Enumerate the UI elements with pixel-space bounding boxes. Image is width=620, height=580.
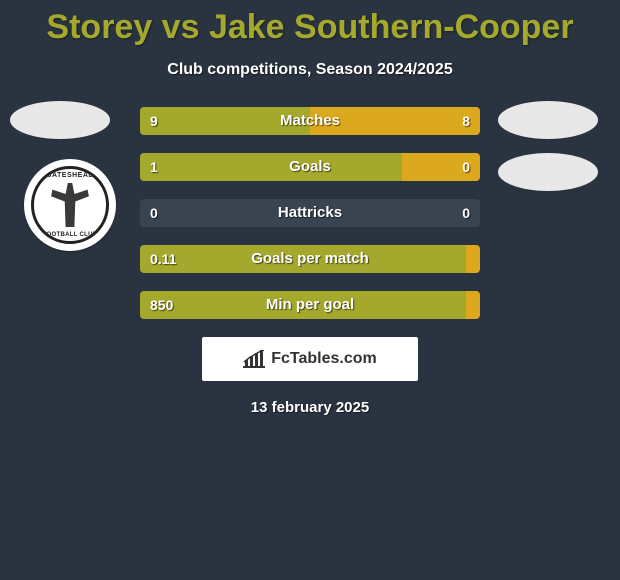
player-right-placeholder-1	[498, 101, 598, 139]
stat-value-right: 0	[462, 153, 470, 181]
stat-row: 1Goals0	[140, 153, 480, 181]
stat-row: 9Matches8	[140, 107, 480, 135]
stat-label: Goals	[140, 153, 480, 181]
date-text: 13 february 2025	[0, 399, 620, 416]
stat-row: 850Min per goal	[140, 291, 480, 319]
stat-value-right: 8	[462, 107, 470, 135]
subtitle: Club competitions, Season 2024/2025	[0, 61, 620, 79]
stat-label: Hattricks	[140, 199, 480, 227]
stat-label: Matches	[140, 107, 480, 135]
chart-icon	[243, 350, 265, 368]
player-right-placeholder-2	[498, 153, 598, 191]
club-left-badge: GATESHEAD FOOTBALL CLUB	[24, 159, 116, 251]
branding-box: FcTables.com	[202, 337, 418, 381]
comparison-bars: 9Matches81Goals00Hattricks00.11Goals per…	[140, 107, 480, 319]
stat-label: Goals per match	[140, 245, 480, 273]
stat-value-right: 0	[462, 199, 470, 227]
comparison-content: GATESHEAD FOOTBALL CLUB 9Matches8 1Goals0…	[0, 107, 620, 416]
club-left-name: GATESHEAD	[46, 172, 94, 179]
stat-row: 0.11Goals per match	[140, 245, 480, 273]
stat-row: 0Hattricks0	[140, 199, 480, 227]
page-title: Storey vs Jake Southern-Cooper	[0, 0, 620, 47]
club-left-sub: FOOTBALL CLUB	[43, 232, 98, 238]
angel-icon	[48, 183, 92, 227]
branding-text: FcTables.com	[271, 350, 377, 368]
player-left-placeholder	[10, 101, 110, 139]
stat-label: Min per goal	[140, 291, 480, 319]
